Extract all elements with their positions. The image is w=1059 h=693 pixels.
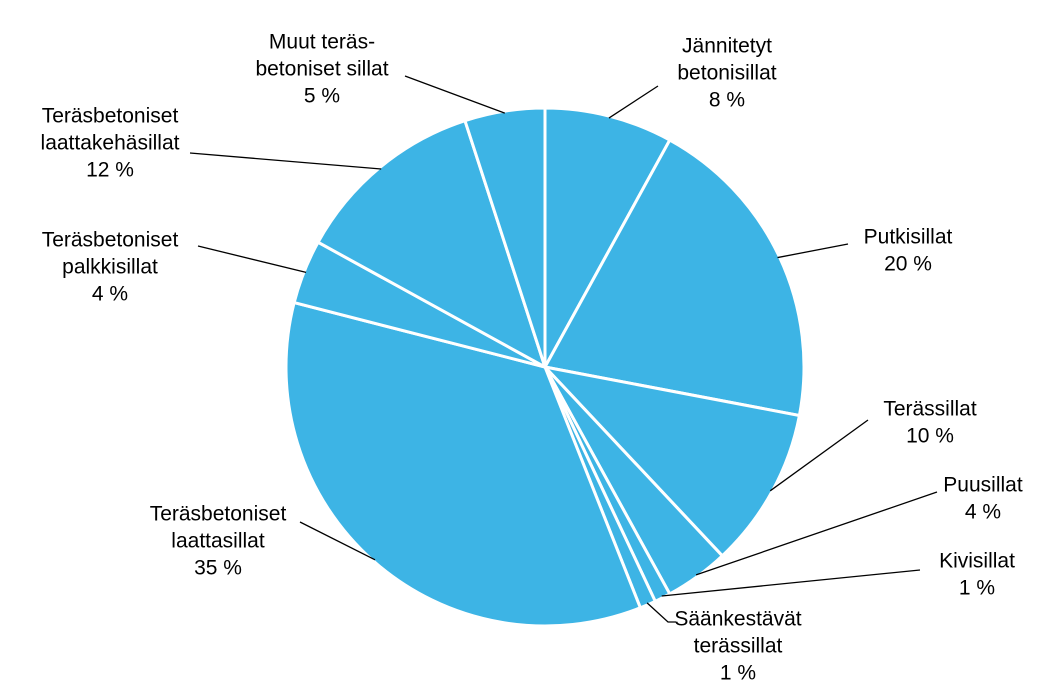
leader-line [695, 491, 938, 576]
slice-label: laattasillat [171, 530, 265, 553]
slices [284, 106, 806, 628]
slice-label: betoniset sillat [255, 58, 388, 81]
value-label: 20 % [884, 253, 932, 276]
slice-label: Säänkestävät [674, 608, 801, 631]
leader-line [608, 85, 659, 119]
slice-label: Teräsbetoniset [42, 105, 179, 128]
pie-slice [540, 364, 802, 558]
value-label: 8 % [709, 89, 745, 112]
value-label: 1 % [959, 577, 995, 600]
leader-line [197, 245, 307, 274]
slice-label: betonisillat [677, 62, 776, 85]
value-label: 10 % [906, 425, 954, 448]
slice-label: Muut teräs- [269, 31, 375, 54]
leader-line [189, 152, 382, 170]
pie-slice [284, 300, 643, 628]
slice-label: terässillat [694, 635, 783, 658]
slice-label: Jännitetyt [682, 35, 772, 58]
slice-label: Teräsbetoniset [150, 503, 287, 526]
value-label: 4 % [92, 283, 128, 306]
value-label: 1 % [720, 662, 756, 685]
leader-line [646, 602, 676, 623]
leader-line [777, 243, 849, 259]
slice-label: laattakehäsillat [41, 132, 180, 155]
slice-label: Terässillat [883, 398, 977, 421]
pie-slice [543, 106, 672, 368]
leader-line [769, 419, 869, 492]
value-label: 5 % [304, 85, 340, 108]
slice-label: Putkisillat [864, 226, 953, 249]
value-label: 12 % [86, 159, 134, 182]
leader-line [299, 521, 376, 561]
slice-label: palkkisillat [62, 256, 158, 279]
leader-line [404, 75, 506, 114]
pie-slice [315, 118, 548, 371]
slice-label: Puusillat [943, 474, 1023, 497]
slice-label: Teräsbetoniset [42, 229, 179, 252]
slice-label: Kivisillat [939, 550, 1015, 573]
value-label: 4 % [965, 501, 1001, 524]
leader-line [661, 569, 921, 597]
value-label: 35 % [194, 557, 242, 580]
pie-slice [463, 106, 547, 368]
